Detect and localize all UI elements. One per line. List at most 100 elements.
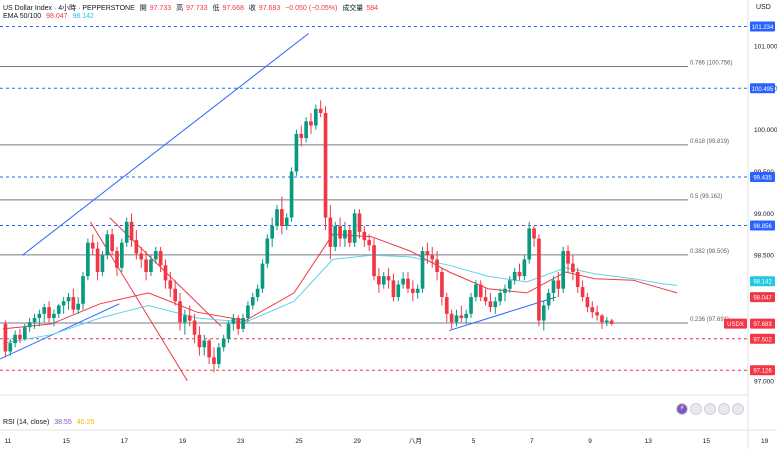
candle-body[interactable] <box>541 305 546 321</box>
candle-body[interactable] <box>333 225 338 247</box>
candle-body[interactable] <box>66 297 71 302</box>
candle-body[interactable] <box>459 315 464 319</box>
candle-body[interactable] <box>605 320 609 323</box>
candle-body[interactable] <box>81 276 85 304</box>
candle-body[interactable] <box>435 259 439 272</box>
candle-body[interactable] <box>246 305 250 319</box>
candle-body[interactable] <box>406 278 410 289</box>
candle-body[interactable] <box>420 251 425 289</box>
candle-body[interactable] <box>343 230 347 239</box>
candle-body[interactable] <box>328 217 333 247</box>
candle-body[interactable] <box>100 255 105 272</box>
candle-body[interactable] <box>192 320 197 335</box>
candle-body[interactable] <box>270 225 274 239</box>
candle-body[interactable] <box>52 313 56 319</box>
candle-body[interactable] <box>105 234 110 256</box>
candle-body[interactable] <box>265 238 270 264</box>
candle-body[interactable] <box>454 315 459 323</box>
candle-body[interactable] <box>115 251 119 268</box>
candle-body[interactable] <box>575 271 580 288</box>
flash-icon[interactable]: ⚡ <box>676 403 688 415</box>
candle-body[interactable] <box>449 313 454 323</box>
candle-body[interactable] <box>469 297 473 314</box>
candle-body[interactable] <box>42 307 47 314</box>
candle-body[interactable] <box>304 121 308 139</box>
candle-body[interactable] <box>110 234 114 252</box>
candle-body[interactable] <box>522 259 527 277</box>
candle-body[interactable] <box>362 231 367 241</box>
candle-body[interactable] <box>566 251 570 264</box>
candle-body[interactable] <box>508 280 512 289</box>
candle-body[interactable] <box>595 312 599 316</box>
candle-body[interactable] <box>255 288 260 298</box>
trendline-upper-channel[interactable] <box>22 33 309 256</box>
candle-body[interactable] <box>483 297 488 302</box>
candle-body[interactable] <box>294 133 299 172</box>
candle-body[interactable] <box>3 323 8 352</box>
candle-body[interactable] <box>493 301 498 308</box>
candle-body[interactable] <box>347 230 352 243</box>
candle-body[interactable] <box>478 284 483 298</box>
candle-body[interactable] <box>527 228 532 260</box>
candle-body[interactable] <box>173 288 177 302</box>
candle-body[interactable] <box>149 259 153 272</box>
candle-body[interactable] <box>207 340 211 358</box>
candle-body[interactable] <box>314 108 318 126</box>
candle-body[interactable] <box>56 305 61 314</box>
candle-body[interactable] <box>124 221 129 243</box>
candle-body[interactable] <box>600 315 604 323</box>
candle-body[interactable] <box>318 108 323 113</box>
candle-body[interactable] <box>396 284 401 298</box>
candle-body[interactable] <box>537 238 541 321</box>
candle-body[interactable] <box>498 292 502 302</box>
candle-body[interactable] <box>411 288 415 293</box>
candle-body[interactable] <box>163 265 168 281</box>
candle-body[interactable] <box>377 276 381 285</box>
candle-body[interactable] <box>187 315 192 321</box>
candle-body[interactable] <box>95 248 100 272</box>
candle-body[interactable] <box>338 225 342 239</box>
us-flag-icon[interactable] <box>718 403 730 415</box>
candle-body[interactable] <box>517 271 522 277</box>
us-flag-icon[interactable] <box>704 403 716 415</box>
candle-body[interactable] <box>585 297 590 308</box>
candle-body[interactable] <box>571 263 575 272</box>
candle-body[interactable] <box>139 253 144 260</box>
candle-body[interactable] <box>391 280 396 298</box>
candle-body[interactable] <box>280 209 284 226</box>
candle-body[interactable] <box>590 307 595 313</box>
candle-body[interactable] <box>415 288 420 293</box>
candle-body[interactable] <box>551 280 556 293</box>
candle-body[interactable] <box>144 259 148 272</box>
candle-body[interactable] <box>37 313 42 319</box>
symbol-title[interactable]: US Dollar Index · 4小時 · PEPPERSTONE <box>3 5 135 12</box>
candle-body[interactable] <box>512 271 517 281</box>
candle-body[interactable] <box>580 287 585 298</box>
candle-body[interactable] <box>202 340 207 348</box>
candle-body[interactable] <box>241 318 245 329</box>
candle-body[interactable] <box>546 292 551 306</box>
candle-body[interactable] <box>32 318 37 323</box>
candle-body[interactable] <box>556 280 561 289</box>
candle-body[interactable] <box>86 242 90 277</box>
candle-body[interactable] <box>158 251 163 266</box>
candle-body[interactable] <box>47 307 51 319</box>
candle-body[interactable] <box>381 276 386 285</box>
candle-body[interactable] <box>236 318 241 329</box>
candle-body[interactable] <box>372 245 376 277</box>
candle-body[interactable] <box>221 338 226 348</box>
candle-body[interactable] <box>134 240 139 254</box>
candle-body[interactable] <box>386 276 391 281</box>
candle-body[interactable] <box>27 322 32 328</box>
candle-body[interactable] <box>488 301 493 308</box>
candle-body[interactable] <box>168 280 173 289</box>
candle-body[interactable] <box>217 347 221 365</box>
candle-body[interactable] <box>444 297 449 314</box>
candle-body[interactable] <box>129 221 134 241</box>
candle-body[interactable] <box>323 112 328 218</box>
candle-body[interactable] <box>309 121 313 126</box>
candle-body[interactable] <box>231 318 236 324</box>
candle-body[interactable] <box>23 327 27 339</box>
candle-body[interactable] <box>212 357 216 365</box>
candle-body[interactable] <box>226 323 231 339</box>
